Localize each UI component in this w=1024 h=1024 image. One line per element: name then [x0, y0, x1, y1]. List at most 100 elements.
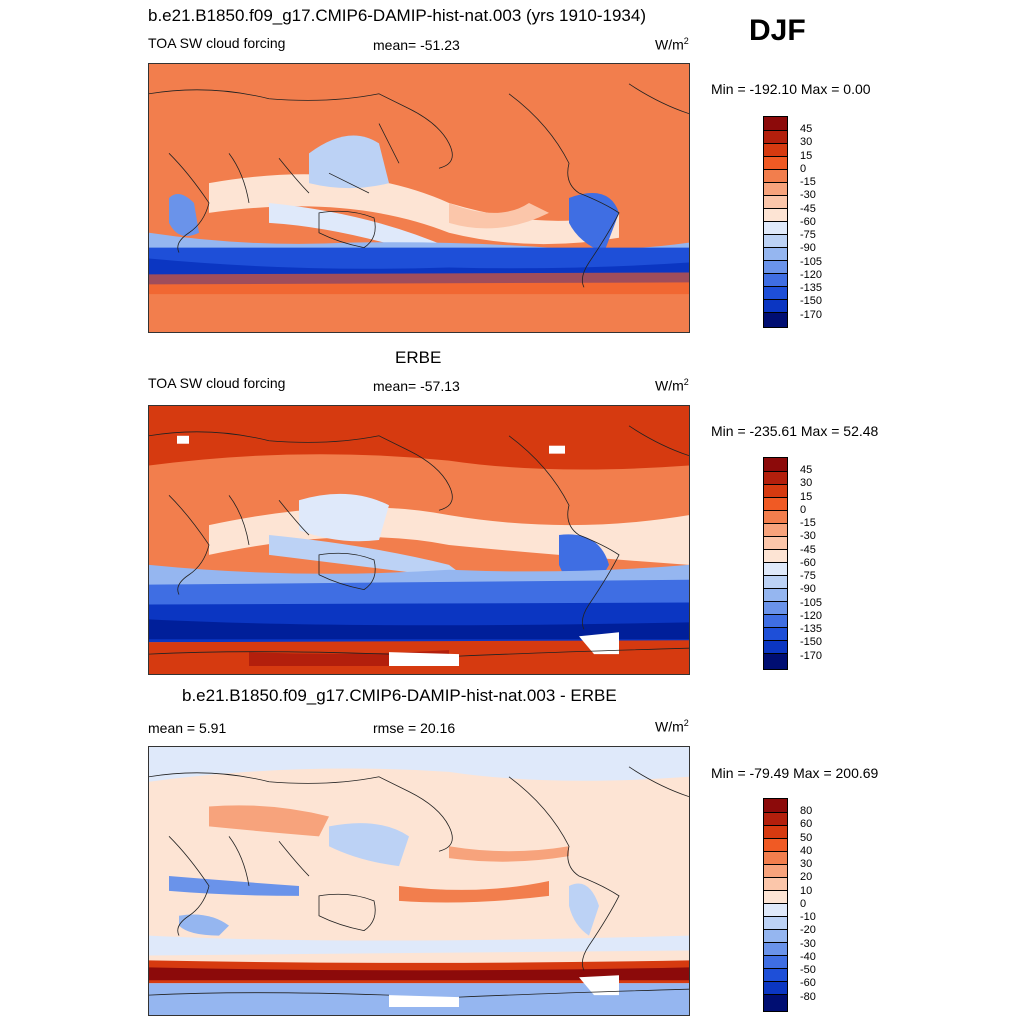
panel3-colorbar-bin: [764, 865, 787, 878]
panel1-colorbar-bin: [764, 274, 787, 287]
panel3-colorbar-bin: [764, 839, 787, 852]
panel1-colorbar-tick: -15: [800, 176, 816, 188]
panel3-colorbar-tick: -60: [800, 977, 816, 989]
panel3-colorbar-bin: [764, 917, 787, 930]
panel2-colorbar-bin: [764, 563, 787, 576]
panel3-colorbar-bin: [764, 995, 787, 1011]
panel2-colorbar-bin: [764, 602, 787, 615]
panel3-colorbar-bin: [764, 982, 787, 995]
panel3-colorbar-tick: -40: [800, 951, 816, 963]
panel1-colorbar-bin: [764, 196, 787, 209]
season-label: DJF: [749, 14, 806, 47]
panel2-colorbar-tick: -60: [800, 557, 816, 569]
panel3-units: W/m2: [655, 718, 689, 735]
panel3-colorbar-bin: [764, 943, 787, 956]
panel2-colorbar-bin: [764, 524, 787, 537]
panel3-colorbar-bin: [764, 904, 787, 917]
panel2-colorbar-tick: -90: [800, 583, 816, 595]
panel2-colorbar-tick: 45: [800, 464, 813, 476]
panel3-minmax: Min = -79.49 Max = 200.69: [711, 765, 879, 781]
panel1-colorbar-bin: [764, 117, 787, 131]
panel3-map-graphic: [149, 747, 689, 1015]
panel1-colorbar-tick: -150: [800, 295, 823, 307]
panel1-title: b.e21.B1850.f09_g17.CMIP6-DAMIP-hist-nat…: [148, 6, 646, 25]
panel2-colorbar-bin: [764, 472, 787, 485]
panel1-colorbar-tick: -75: [800, 229, 816, 241]
panel3-colorbar-bin: [764, 878, 787, 891]
panel3-colorbar-bin: [764, 813, 787, 826]
panel2-colorbar-bin: [764, 589, 787, 602]
panel2-colorbar-tick: -170: [800, 650, 823, 662]
panel2-mean-label: mean= -57.13: [373, 378, 460, 394]
panel3-colorbar-tick: 40: [800, 845, 813, 857]
panel3-colorbar-tick: 0: [800, 898, 807, 910]
panel1-map-graphic: [149, 64, 689, 332]
panel3-colorbar-tick: 10: [800, 885, 813, 897]
panel3-colorbar-bin: [764, 852, 787, 865]
panel1-colorbar-bin: [764, 287, 787, 300]
panel3-colorbar-tick: -10: [800, 911, 816, 923]
panel3-mean-label: mean = 5.91: [148, 720, 227, 736]
panel2-colorbar-tick: -75: [800, 570, 816, 582]
panel1-colorbar-bin: [764, 157, 787, 170]
panel1-colorbar-tick: 15: [800, 150, 813, 162]
panel3-colorbar-tick: -30: [800, 938, 816, 950]
panel3-colorbar-bin: [764, 891, 787, 904]
panel2-title: ERBE: [395, 348, 442, 367]
panel3-colorbar-tick: 50: [800, 832, 813, 844]
panel2-colorbar-tick: -150: [800, 636, 823, 648]
panel3-colorbar-bin: [764, 930, 787, 943]
panel1-colorbar-bin: [764, 183, 787, 196]
panel1-colorbar-bin: [764, 222, 787, 235]
panel1-units: W/m2: [655, 36, 689, 53]
panel3-colorbar-bin: [764, 799, 787, 813]
panel1-colorbar-bin: [764, 170, 787, 183]
panel2-colorbar-bin: [764, 654, 787, 669]
panel2-colorbar-tick: -135: [800, 623, 823, 635]
panel1-variable-label: TOA SW cloud forcing: [148, 35, 286, 51]
panel1-colorbar-bin: [764, 313, 787, 327]
panel1-colorbar-tick: -105: [800, 256, 823, 268]
panel2-colorbar-tick: 15: [800, 491, 813, 503]
panel3-map: [148, 746, 690, 1016]
panel3-colorbar-tick: 30: [800, 858, 813, 870]
panel3-colorbar-tick: 60: [800, 818, 813, 830]
panel2-colorbar-tick: -120: [800, 610, 823, 622]
panel3-colorbar-tick: 20: [800, 871, 813, 883]
panel2-colorbar-tick: -15: [800, 517, 816, 529]
panel3-colorbar-tick: -20: [800, 924, 816, 936]
panel1-colorbar-bin: [764, 209, 787, 222]
panel1-colorbar-tick: 0: [800, 163, 807, 175]
panel1-colorbar-tick: -30: [800, 189, 816, 201]
panel2-units: W/m2: [655, 377, 689, 394]
panel3-colorbar-bin: [764, 969, 787, 982]
panel2-colorbar-bin: [764, 537, 787, 550]
panel3-rmse-label: rmse = 20.16: [373, 720, 456, 736]
panel3-colorbar-tick: -80: [800, 991, 816, 1003]
panel3-colorbar-tick: 80: [800, 805, 813, 817]
panel2-colorbar-tick: -45: [800, 544, 816, 556]
panel3-colorbar-tick: -50: [800, 964, 816, 976]
panel1-colorbar-tick: -135: [800, 282, 823, 294]
panel1-colorbar-tick: -170: [800, 309, 823, 321]
panel1-mean-label: mean= -51.23: [373, 37, 460, 53]
panel2-colorbar-bin: [764, 550, 787, 563]
panel3-colorbar-bin: [764, 956, 787, 969]
panel1-colorbar-bin: [764, 235, 787, 248]
panel1-map: [148, 63, 690, 333]
panel2-colorbar-bin: [764, 458, 787, 472]
panel2-colorbar-bin: [764, 615, 787, 628]
panel3-title: b.e21.B1850.f09_g17.CMIP6-DAMIP-hist-nat…: [182, 686, 617, 705]
panel1-colorbar-tick: -45: [800, 203, 816, 215]
panel1-colorbar-bin: [764, 144, 787, 157]
panel2-colorbar-tick: -30: [800, 530, 816, 542]
panel1-colorbar-tick: 30: [800, 136, 813, 148]
panel1-minmax: Min = -192.10 Max = 0.00: [711, 81, 871, 97]
panel1-colorbar-tick: -60: [800, 216, 816, 228]
panel1-colorbar-bin: [764, 300, 787, 313]
panel3-colorbar: [763, 798, 788, 1012]
panel2-colorbar-bin: [764, 498, 787, 511]
panel2-colorbar-bin: [764, 576, 787, 589]
panel1-colorbar-bin: [764, 131, 787, 144]
panel2-colorbar: [763, 457, 788, 670]
